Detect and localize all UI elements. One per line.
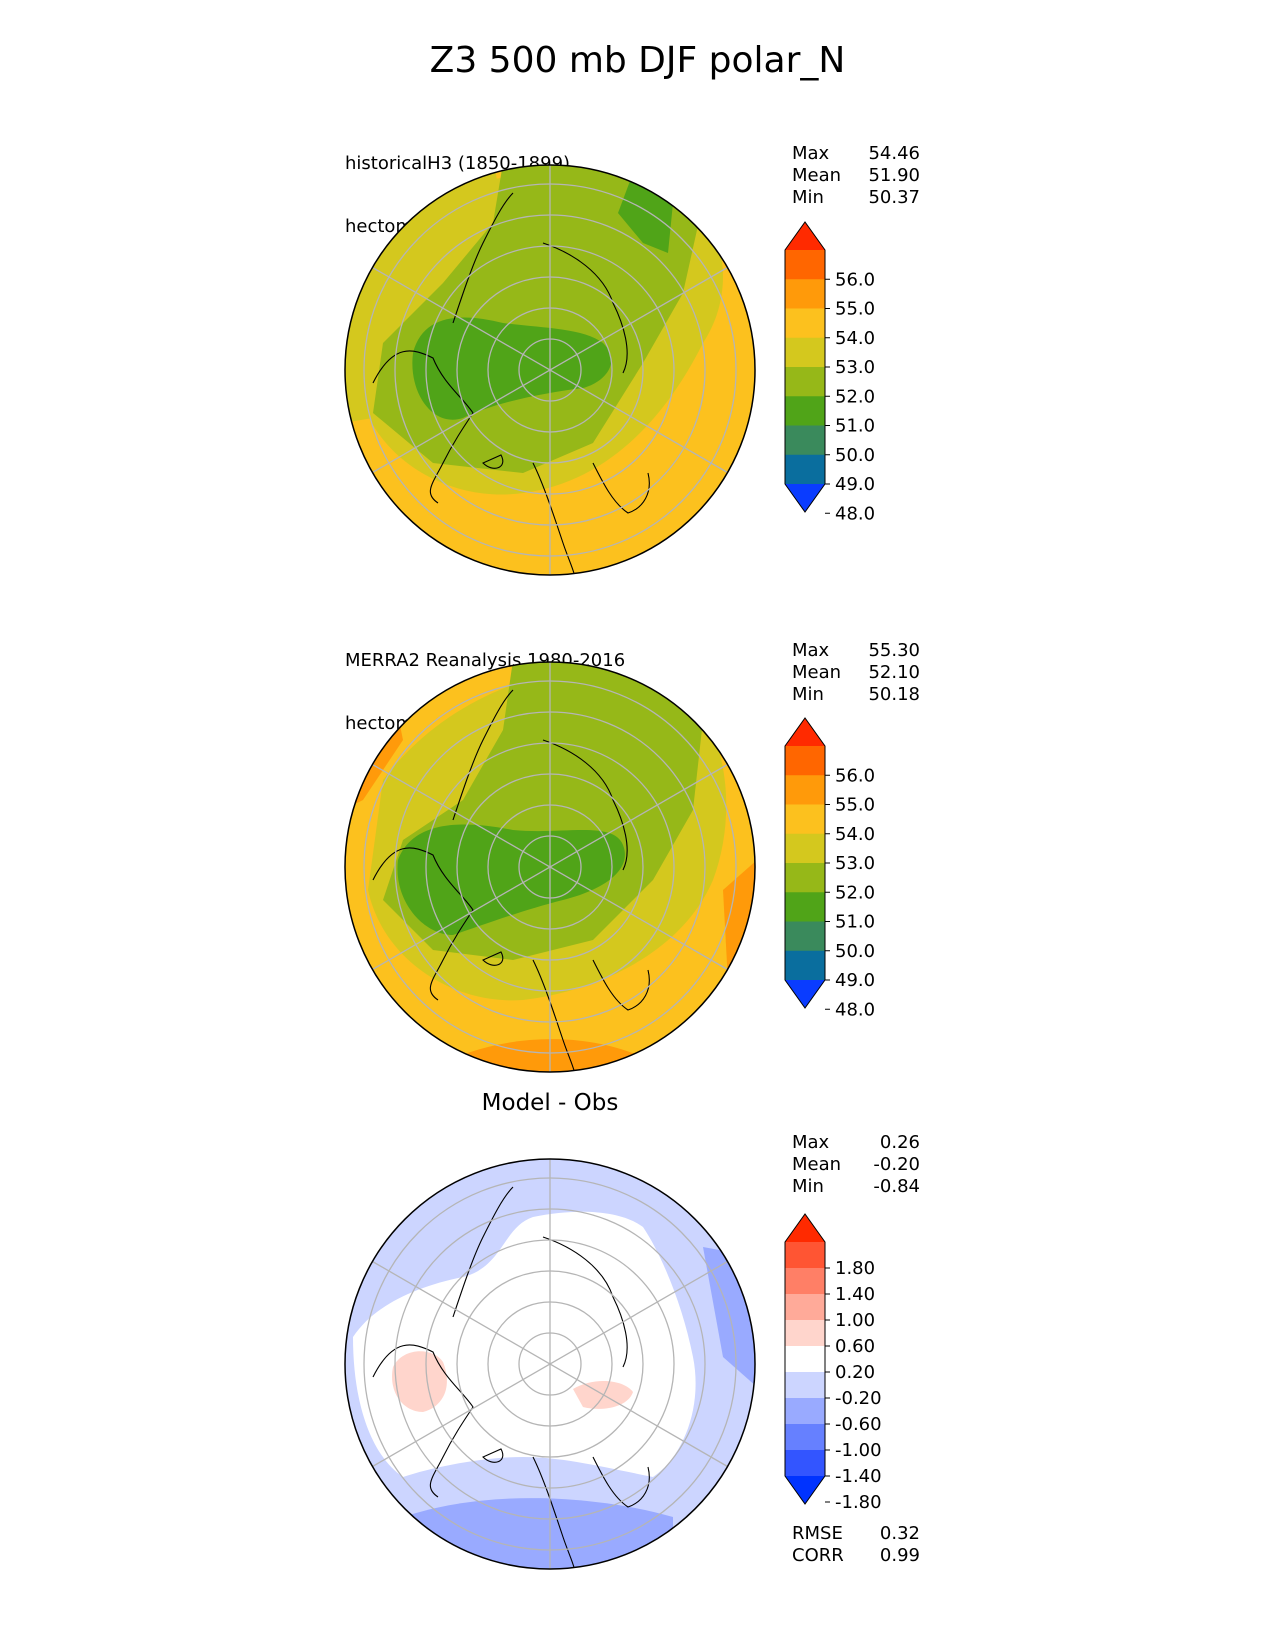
- colorbar-tick-label: 53.0: [835, 853, 875, 874]
- colorbar-extend-top: [785, 222, 825, 250]
- stat-max: Max 0.26: [792, 1132, 920, 1153]
- colorbar-tick-label: 51.0: [835, 416, 875, 437]
- colorbar-tick-label: -1.00: [835, 1440, 882, 1461]
- colorbar-tick-label: 49.0: [835, 474, 875, 495]
- colorbar-tick-label: 0.20: [835, 1362, 875, 1383]
- colorbar-bin: [785, 250, 825, 280]
- colorbar-bin: [785, 396, 825, 426]
- stat-mean: Mean 52.10: [792, 662, 920, 683]
- panel-diff-stats: Max 0.26 Mean -0.20 Min -0.84: [792, 1132, 920, 1198]
- colorbar-tick-label: 50.0: [835, 941, 875, 962]
- polar-map-diff: [344, 1158, 756, 1570]
- colorbar-model: 56.0 55.0 54.0 53.0 52.0 51.0 50.0 49.0 48.0: [784, 221, 875, 524]
- colorbar-bin: [785, 950, 825, 981]
- polar-map-obs: [344, 661, 756, 1073]
- colorbar-tick-label: 48.0: [835, 999, 875, 1020]
- colorbar-bin: [785, 1268, 825, 1295]
- stat-max: Max 54.46: [792, 143, 920, 164]
- colorbar-bin: [785, 308, 825, 339]
- colorbar-tick-label: 54.0: [835, 328, 875, 349]
- panel-model-stats: Max 54.46 Mean 51.90 Min 50.37: [792, 143, 920, 209]
- colorbar-extend-top: [785, 718, 825, 746]
- stat-max: Max 55.30: [792, 640, 920, 661]
- stat-mean: Mean 51.90: [792, 165, 920, 186]
- colorbar-bin: [785, 454, 825, 485]
- graticule: [363, 165, 737, 575]
- colorbar-tick-label: -0.60: [835, 1414, 882, 1435]
- colorbar-bin: [785, 775, 825, 805]
- figure-title: Z3 500 mb DJF polar_N: [429, 40, 846, 81]
- colorbar-tick-label: 49.0: [835, 970, 875, 991]
- colorbar-extend-bottom: [785, 484, 825, 512]
- colorbar-diff: 1.80 1.40 1.00 0.60 0.20 -0.20 -0.60 -1.00 -1.40…: [784, 1213, 882, 1513]
- stat-min: Min 50.37: [792, 187, 920, 208]
- colorbar-tick-label: 48.0: [835, 503, 875, 524]
- colorbar-bin: [785, 1450, 825, 1477]
- colorbar-bin: [785, 1424, 825, 1451]
- colorbar-bin: [785, 1346, 825, 1373]
- panel-model: historicalH3 (1850-1899) hectometer Max 5…: [0, 0, 1275, 576]
- colorbar-bin: [785, 337, 825, 368]
- colorbar-bin: [785, 425, 825, 456]
- colorbar-extend-bottom: [785, 980, 825, 1008]
- colorbar-bin: [785, 746, 825, 776]
- metric-rmse: RMSE 0.32: [792, 1523, 920, 1544]
- colorbar-obs: 56.0 55.0 54.0 53.0 52.0 51.0 50.0 49.0 48.0: [784, 717, 875, 1020]
- colorbar-bin: [785, 804, 825, 835]
- colorbar-bin: [785, 1242, 825, 1269]
- colorbar-tick-label: -1.80: [835, 1492, 882, 1513]
- panel-diff-metrics: RMSE 0.32 CORR 0.99: [792, 1523, 920, 1567]
- colorbar-bin: [785, 892, 825, 922]
- colorbar-bin: [785, 1294, 825, 1321]
- polar-map-model: [344, 164, 756, 576]
- colorbar-bin: [785, 367, 825, 397]
- colorbar-bin: [785, 1320, 825, 1347]
- colorbar-extend-top: [785, 1214, 825, 1242]
- colorbar-bin: [785, 1398, 825, 1425]
- colorbar-bin: [785, 921, 825, 952]
- colorbar-tick-label: 56.0: [835, 269, 875, 290]
- panel-diff-title: Model - Obs: [481, 1090, 619, 1116]
- colorbar-tick-label: 1.40: [835, 1284, 875, 1305]
- colorbar-tick-label: 54.0: [835, 824, 875, 845]
- colorbar-tick-label: 55.0: [835, 795, 875, 816]
- colorbar-tick-label: 51.0: [835, 912, 875, 933]
- colorbar-tick-label: -1.40: [835, 1466, 882, 1487]
- stat-min: Min 50.18: [792, 684, 920, 705]
- panel-obs-stats: Max 55.30 Mean 52.10 Min 50.18: [792, 640, 920, 706]
- colorbar-bin: [785, 279, 825, 309]
- colorbar-tick-label: -0.20: [835, 1388, 882, 1409]
- colorbar-tick-label: 1.80: [835, 1258, 875, 1279]
- colorbar-tick-label: 53.0: [835, 357, 875, 378]
- colorbar-bin: [785, 863, 825, 893]
- colorbar-tick-label: 50.0: [835, 445, 875, 466]
- colorbar-tick-label: 52.0: [835, 882, 875, 903]
- colorbar-bin: [785, 833, 825, 864]
- colorbar-tick-label: 1.00: [835, 1310, 875, 1331]
- stat-mean: Mean -0.20: [792, 1154, 920, 1175]
- colorbar-extend-bottom: [785, 1476, 825, 1504]
- metric-corr: CORR 0.99: [792, 1545, 920, 1566]
- colorbar-tick-label: 55.0: [835, 299, 875, 320]
- colorbar-bin: [785, 1372, 825, 1399]
- panel-obs: MERRA2 Reanalysis 1980-2016 hectometer M…: [0, 496, 1275, 1073]
- panel-diff: Model - Obs Max 0.26 Mean -0.20 Min -0.84: [0, 992, 1275, 1570]
- stat-min: Min -0.84: [792, 1176, 920, 1197]
- field-level-50-51: [412, 317, 612, 420]
- colorbar-tick-label: 0.60: [835, 1336, 875, 1357]
- colorbar-tick-label: 52.0: [835, 386, 875, 407]
- colorbar-tick-label: 56.0: [835, 765, 875, 786]
